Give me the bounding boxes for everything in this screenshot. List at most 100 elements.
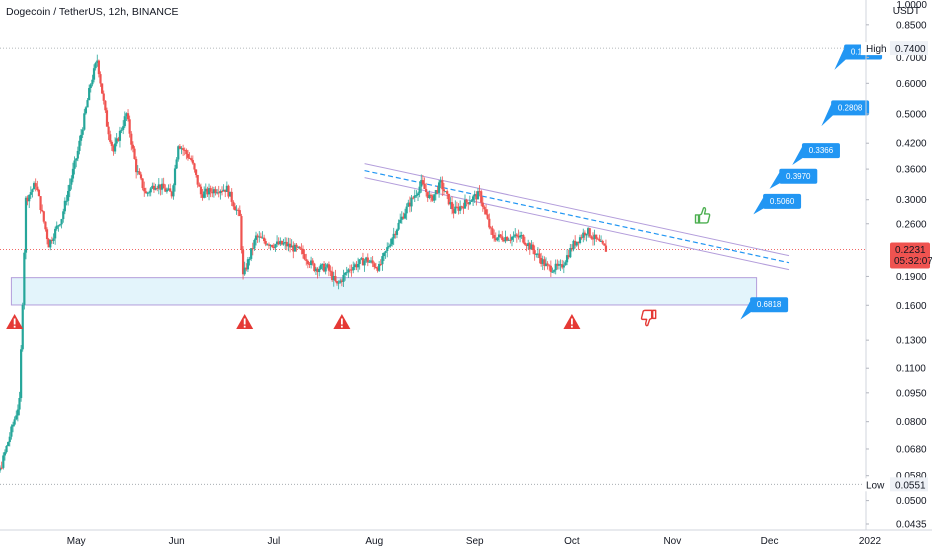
target-label: 0.3970	[786, 172, 811, 181]
candle-body	[598, 239, 601, 242]
warning-dot	[13, 325, 16, 328]
candle-body	[339, 280, 342, 283]
candle-body	[387, 246, 390, 248]
candle-body	[319, 264, 322, 270]
candle-body	[502, 239, 505, 242]
candle-body	[520, 234, 523, 236]
high-label-bg	[861, 42, 886, 56]
price-tick-label: 0.4200	[896, 139, 927, 150]
candle-body	[130, 133, 133, 145]
candle-body	[21, 304, 24, 350]
candle-body	[365, 257, 368, 261]
candle-body	[400, 216, 403, 220]
candle-body	[91, 79, 94, 85]
candle-body	[394, 233, 397, 235]
candle-body	[303, 254, 306, 260]
resistance-channel[interactable]	[364, 163, 790, 271]
candle-body	[437, 182, 441, 193]
candle-body	[83, 113, 86, 130]
candle-body	[593, 234, 596, 240]
warning-icon	[333, 313, 351, 329]
candle-body	[428, 194, 431, 198]
target-label: 0.3366	[809, 146, 834, 155]
candle-body	[81, 129, 84, 135]
candle-body	[313, 263, 316, 271]
candle-body	[371, 260, 374, 264]
candle-body	[248, 258, 251, 260]
candle-body	[447, 193, 450, 205]
time-axis[interactable]: May Jun Jul Aug Sep Oct Nov Dec 2022	[0, 529, 932, 547]
candle-body	[478, 191, 481, 193]
candle-body	[577, 241, 580, 244]
candle-body	[44, 221, 47, 230]
candle-body	[52, 238, 55, 241]
candle-body	[603, 243, 606, 246]
candle-body	[491, 228, 494, 235]
time-tick-label: Jun	[169, 536, 185, 547]
candle-body	[460, 206, 463, 208]
candle-body	[211, 191, 214, 194]
candle-body	[128, 119, 131, 134]
candle-body	[245, 267, 248, 270]
candle-body	[196, 174, 199, 185]
candle-body	[191, 160, 194, 164]
candle-body	[126, 113, 130, 120]
current-price-badge[interactable]	[890, 242, 930, 269]
candle-body	[39, 196, 42, 210]
candle-body	[355, 264, 358, 268]
support-zone[interactable]	[10, 277, 758, 306]
channel-upper-line[interactable]	[364, 163, 790, 257]
candle-body	[76, 150, 79, 159]
time-tick-label: Aug	[365, 536, 383, 547]
candle-body	[585, 233, 588, 236]
candle-body	[67, 191, 70, 201]
candle-body	[472, 196, 475, 201]
candle-body	[105, 110, 109, 127]
support-zone-rect[interactable]	[10, 277, 758, 306]
candle-body	[264, 241, 267, 245]
candle-body	[269, 244, 272, 246]
candle-body	[214, 189, 217, 193]
candle-body	[429, 194, 433, 196]
candle-body	[146, 192, 149, 194]
candle-body	[434, 190, 437, 195]
candle-body	[135, 158, 138, 173]
channel-mid-line[interactable]	[364, 170, 790, 264]
candle-body	[11, 424, 15, 427]
candle-body	[528, 243, 531, 250]
candle-body	[446, 191, 449, 194]
candle-body	[263, 237, 266, 242]
channel-lower-line[interactable]	[364, 177, 790, 271]
candle-body	[530, 244, 533, 250]
price-tick-label: 0.7000	[896, 53, 927, 64]
candle-body	[369, 260, 373, 262]
candle-body	[188, 157, 191, 159]
price-tick-label: 0.8500	[896, 20, 927, 31]
candle-body	[551, 271, 554, 273]
candle-body	[412, 197, 415, 199]
candle-body	[23, 252, 26, 305]
candle-body	[556, 263, 559, 266]
candle-body	[42, 211, 45, 222]
candle-body	[84, 107, 88, 114]
candle-body	[110, 141, 113, 146]
candle-body	[358, 259, 361, 264]
candle-body	[212, 189, 215, 194]
candle-body	[587, 228, 590, 234]
candle-body	[170, 191, 173, 197]
candle-body	[295, 244, 298, 248]
candle-body	[144, 191, 147, 194]
candle-body	[54, 228, 57, 239]
candle-body	[475, 194, 478, 200]
candle-body	[463, 199, 467, 209]
candle-body	[172, 185, 175, 197]
candle-body	[561, 264, 564, 268]
candle-body	[277, 241, 280, 245]
candle-body	[334, 276, 337, 282]
candle-body	[2, 455, 5, 468]
candle-body	[327, 264, 331, 271]
candle-body	[238, 210, 241, 217]
